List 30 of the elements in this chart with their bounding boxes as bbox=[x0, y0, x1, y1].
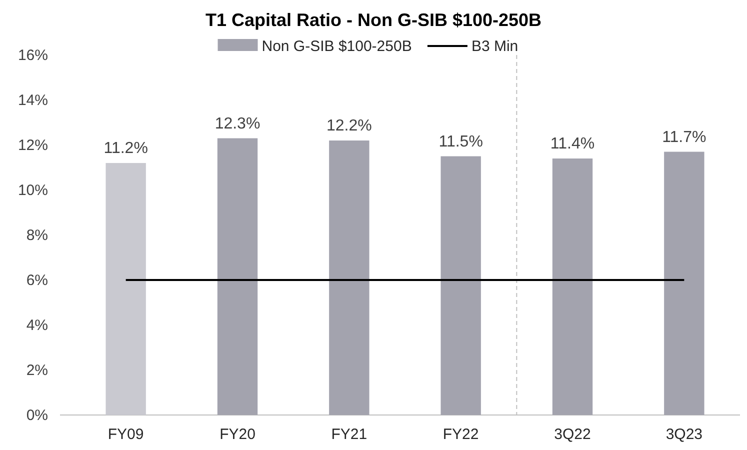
x-tick-label: FY20 bbox=[220, 426, 256, 443]
y-tick-label: 12% bbox=[18, 137, 48, 154]
x-tick-label: 3Q23 bbox=[666, 426, 703, 443]
data-label: 11.2% bbox=[104, 140, 148, 157]
y-tick-label: 8% bbox=[26, 227, 48, 244]
data-label: 12.2% bbox=[326, 118, 372, 134]
bar bbox=[217, 138, 258, 415]
x-tick-label: FY09 bbox=[108, 426, 144, 443]
x-tick-label: FY21 bbox=[331, 426, 368, 443]
y-tick-label: 2% bbox=[26, 362, 48, 379]
legend-label: Non G-SIB $100-250B bbox=[262, 38, 412, 55]
y-tick-label: 14% bbox=[18, 92, 48, 109]
y-tick-label: 4% bbox=[26, 317, 48, 334]
bar bbox=[552, 158, 593, 415]
y-tick-label: 0% bbox=[26, 407, 48, 424]
y-tick-label: 16% bbox=[18, 47, 48, 64]
data-label: 11.4% bbox=[550, 136, 595, 152]
legend-label: B3 Min bbox=[471, 38, 518, 55]
bar bbox=[106, 163, 146, 415]
x-tick-label: FY22 bbox=[442, 426, 479, 443]
data-label: 11.5% bbox=[438, 133, 483, 150]
x-tick-label: 3Q22 bbox=[554, 426, 591, 443]
bar bbox=[664, 152, 704, 415]
chart-title: T1 Capital Ratio - Non G-SIB $100-250B bbox=[205, 10, 542, 30]
bar bbox=[329, 140, 370, 415]
y-tick-label: 10% bbox=[18, 182, 48, 199]
data-label: 11.7% bbox=[662, 128, 706, 146]
data-label: 12.3% bbox=[214, 115, 260, 132]
y-tick-label: 6% bbox=[26, 272, 48, 289]
bar bbox=[440, 156, 481, 415]
